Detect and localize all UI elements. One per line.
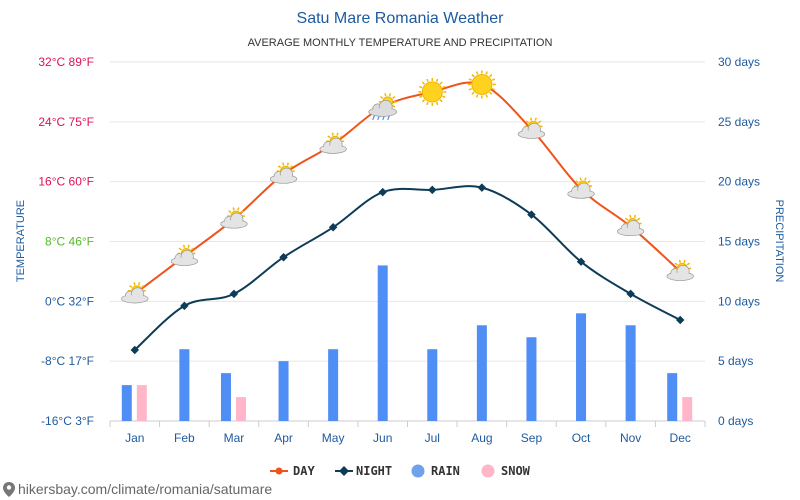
right-axis-tick-label: 30 days (718, 55, 760, 69)
night-point[interactable] (229, 289, 239, 299)
temperature-lines (130, 81, 685, 355)
left-axis-tick-label: 16°C 60°F (38, 175, 94, 189)
snow-bar[interactable] (136, 385, 147, 421)
x-axis-tick-label: Aug (471, 431, 492, 445)
night-point[interactable] (328, 223, 338, 232)
chart-subtitle: AVERAGE MONTHLY TEMPERATURE AND PRECIPIT… (248, 37, 553, 49)
x-axis-tick-label: Mar (224, 431, 245, 445)
legend-night-label: NIGHT (356, 464, 392, 478)
night-point[interactable] (428, 185, 437, 195)
x-axis-tick-label: Feb (174, 431, 195, 445)
sun-cloud-icon (121, 282, 149, 304)
legend-item-day[interactable]: DAY (270, 464, 315, 478)
rain-bar[interactable] (220, 373, 231, 421)
rain-bar[interactable] (179, 349, 190, 421)
weather-icons (121, 70, 694, 304)
legend-snow-marker (481, 464, 495, 478)
legend-item-snow[interactable]: SNOW (481, 464, 531, 478)
chart-title: Satu Mare Romania Weather (297, 10, 505, 27)
legend-day-label: DAY (293, 464, 315, 478)
sun-cloud-icon (517, 117, 546, 139)
right-axis-tick-label: 15 days (718, 235, 760, 249)
sun-cloud-icon (567, 177, 595, 199)
footer-link[interactable]: hikersbay.com/climate/romania/satumare (3, 481, 272, 497)
legend-snow-label: SNOW (501, 464, 531, 478)
sun-cloud-icon (616, 214, 645, 237)
night-point[interactable] (576, 257, 586, 266)
location-pin-icon (3, 482, 15, 497)
x-axis-tick-label: May (322, 431, 345, 445)
left-axis-tick-label: -16°C 3°F (41, 414, 94, 428)
legend-day-marker (275, 467, 283, 475)
right-axis-label: PRECIPITATION (773, 200, 785, 283)
legend-item-rain[interactable]: RAIN (411, 464, 460, 478)
right-axis-tick-label: 20 days (718, 175, 760, 189)
rain-bar[interactable] (667, 373, 678, 421)
legend: DAY NIGHT RAIN SNOW (270, 464, 531, 478)
cloud-rain-sun-icon (368, 93, 398, 121)
grid-lines (109, 61, 706, 427)
right-axis-ticks: 30 days 25 days 20 days 15 days 10 days 5 day… (718, 55, 760, 428)
x-axis-tick-label: Oct (572, 431, 591, 445)
x-axis-tick-label: Jan (125, 431, 144, 445)
rain-bar[interactable] (576, 313, 587, 421)
right-axis-tick-label: 0 days (718, 414, 753, 428)
left-axis-label: TEMPERATURE (15, 200, 27, 282)
x-axis-tick-label: Nov (620, 431, 641, 445)
rain-bar[interactable] (121, 385, 132, 421)
left-axis-tick-label: 0°C 32°F (45, 294, 94, 308)
rain-bar[interactable] (328, 349, 339, 421)
rain-bar[interactable] (476, 325, 487, 421)
snow-bar[interactable] (682, 397, 693, 421)
left-axis-tick-label: 8°C 46°F (45, 235, 94, 249)
night-temperature-line (134, 185, 681, 351)
precipitation-bars (121, 265, 693, 421)
sun-cloud-icon (220, 207, 248, 229)
legend-night-marker (339, 466, 349, 476)
night-point[interactable] (180, 301, 189, 311)
left-axis-tick-label: -8°C 17°F (41, 354, 94, 368)
right-axis-tick-label: 5 days (718, 354, 753, 368)
night-point[interactable] (626, 289, 635, 299)
x-axis-tick-label: Jun (373, 431, 392, 445)
right-axis-tick-label: 10 days (718, 294, 760, 308)
footer-text: hikersbay.com/climate/romania/satumare (18, 481, 272, 497)
sun-cloud-icon (319, 132, 347, 154)
rain-bar[interactable] (427, 349, 438, 421)
sun-cloud-icon (269, 162, 298, 184)
x-axis-tick-label: Jul (425, 431, 440, 445)
right-axis-tick-label: 25 days (718, 115, 760, 129)
left-axis-ticks: 32°C 89°F 24°C 75°F 16°C 60°F 8°C 46°F 0°C 3… (38, 55, 94, 428)
x-axis-tick-label: Sep (521, 431, 543, 445)
rain-bar[interactable] (377, 265, 388, 421)
left-axis-tick-label: 32°C 89°F (38, 55, 94, 69)
left-axis-tick-label: 24°C 75°F (38, 115, 94, 129)
legend-rain-marker (411, 464, 425, 478)
rain-bar[interactable] (278, 361, 289, 421)
night-point[interactable] (130, 345, 140, 355)
rain-bar[interactable] (526, 337, 537, 421)
snow-bar[interactable] (235, 397, 246, 421)
legend-item-night[interactable]: NIGHT (335, 464, 392, 478)
night-point[interactable] (378, 187, 387, 197)
night-point[interactable] (675, 315, 685, 325)
x-axis-ticks: Jan Feb Mar Apr May Jun Jul Aug Sep Oct Nov Dec (125, 431, 691, 445)
x-axis-tick-label: Apr (274, 431, 293, 445)
rain-bar[interactable] (625, 325, 636, 421)
night-point[interactable] (477, 183, 487, 192)
sun-cloud-icon (170, 244, 199, 266)
x-axis-tick-label: Dec (670, 431, 691, 445)
sun-icon (418, 77, 447, 106)
sun-icon (467, 70, 496, 99)
sun-cloud-icon (666, 259, 694, 281)
legend-rain-label: RAIN (431, 464, 460, 478)
